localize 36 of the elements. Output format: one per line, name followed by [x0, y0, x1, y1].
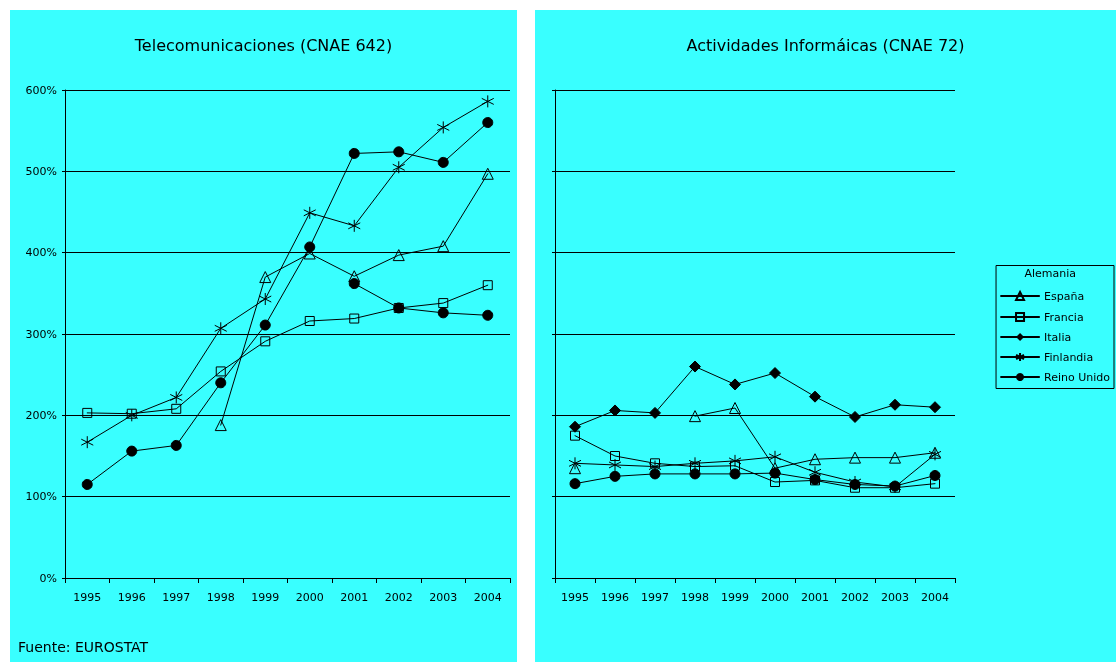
chart-title: Telecomunicaciones (CNAE 642) — [133, 35, 393, 55]
x-tick-label: 1996 — [117, 591, 146, 604]
x-tick-label: 2002 — [384, 591, 413, 604]
y-tick-label: 200% — [25, 408, 57, 422]
x-tick-label: 2004 — [473, 591, 502, 604]
x-tick-label: 2002 — [841, 591, 869, 604]
x-tick-label: 1996 — [601, 591, 629, 604]
x-tick-label: 1998 — [681, 591, 709, 604]
y-tick-label: 0% — [39, 571, 57, 585]
x-tick-label: 2000 — [761, 591, 789, 604]
x-tick-label: 1997 — [641, 591, 669, 604]
legend-label: Reino Unido — [1044, 370, 1111, 384]
legend-label: Finlandia — [1044, 350, 1094, 364]
y-tick-label: 100% — [25, 490, 57, 504]
y-tick-label: 600% — [25, 83, 57, 97]
legend-title: Alemania — [1024, 267, 1076, 280]
x-tick-label: 1997 — [162, 591, 191, 604]
y-tick-label: 400% — [25, 246, 57, 260]
x-tick-label: 1999 — [251, 591, 280, 604]
x-tick-label: 1995 — [561, 591, 589, 604]
x-tick-label: 2003 — [881, 591, 909, 604]
x-tick-label: 2001 — [340, 591, 369, 604]
x-tick-label: 2003 — [429, 591, 458, 604]
x-tick-label: 1998 — [206, 591, 235, 604]
x-tick-label: 2000 — [295, 591, 324, 604]
source-note: Fuente: EUROSTAT — [18, 639, 149, 655]
x-tick-label: 1999 — [721, 591, 749, 604]
y-tick-label: 500% — [25, 164, 57, 178]
x-tick-label: 1995 — [73, 591, 102, 604]
x-tick-label: 2004 — [921, 591, 949, 604]
legend-label: Francia — [1044, 310, 1084, 324]
x-tick-label: 2001 — [801, 591, 829, 604]
legend-label: Italia — [1044, 330, 1072, 344]
legend-label: España — [1044, 289, 1085, 303]
y-tick-label: 300% — [25, 327, 57, 341]
chart-title: Actividades Informáicas (CNAE 72) — [686, 35, 965, 55]
